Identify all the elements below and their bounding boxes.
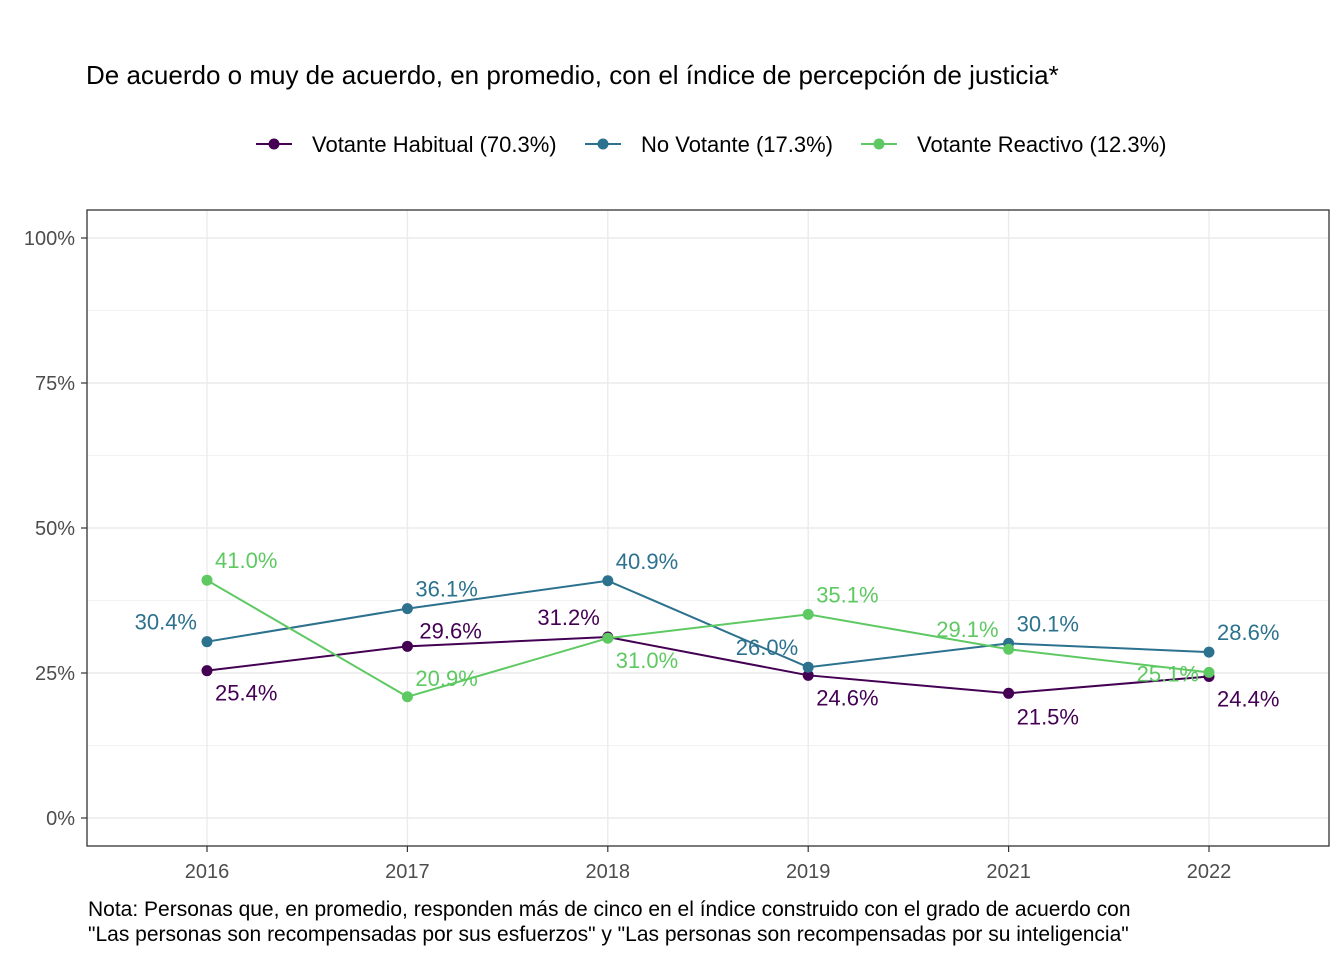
- caption-line-1: Nota: Personas que, en promedio, respond…: [88, 898, 1131, 921]
- y-tick-label: 75%: [35, 373, 75, 395]
- caption-line-2: "Las personas son recompensadas por sus …: [88, 923, 1129, 946]
- data-label: 29.6%: [419, 618, 481, 643]
- legend-label: Votante Habitual (70.3%): [312, 132, 557, 157]
- series-line: [206, 579, 1210, 698]
- data-label: 25.1%: [1137, 661, 1199, 686]
- chart-title: De acuerdo o muy de acuerdo, en promedio…: [86, 60, 1059, 90]
- x-tick-label: 2021: [986, 861, 1031, 883]
- y-tick-label: 100%: [24, 228, 75, 250]
- series-line: [206, 579, 1210, 669]
- data-point: [1003, 643, 1015, 655]
- x-tick-label: 2018: [586, 861, 631, 883]
- panel-border: [86, 209, 1330, 847]
- data-point: [401, 691, 413, 703]
- data-point: [401, 603, 413, 615]
- legend-key-point: [268, 138, 280, 150]
- data-label: 20.9%: [415, 666, 477, 691]
- data-point: [401, 640, 413, 652]
- data-point: [201, 636, 213, 648]
- data-point: [201, 665, 213, 677]
- legend-label: Votante Reactivo (12.3%): [917, 132, 1166, 157]
- data-label: 30.4%: [135, 610, 197, 635]
- data-point: [1003, 687, 1015, 699]
- legend-key-point: [873, 138, 885, 150]
- legend-label: No Votante (17.3%): [641, 132, 833, 157]
- data-label: 41.0%: [215, 548, 277, 573]
- data-label: 26.0%: [736, 635, 798, 660]
- data-point: [201, 574, 213, 586]
- y-tick-label: 25%: [35, 663, 75, 685]
- series-line: [206, 636, 1210, 695]
- data-point: [1203, 666, 1215, 678]
- data-point: [602, 632, 614, 644]
- data-point: [602, 575, 614, 587]
- data-label: 24.6%: [816, 685, 878, 710]
- x-tick-label: 2017: [385, 861, 430, 883]
- x-tick-label: 2016: [185, 861, 230, 883]
- legend-key-point: [597, 138, 609, 150]
- data-point: [802, 608, 814, 620]
- data-label: 31.2%: [537, 605, 599, 630]
- data-label: 28.6%: [1217, 620, 1279, 645]
- data-label: 36.1%: [415, 577, 477, 602]
- data-label: 21.5%: [1017, 704, 1079, 729]
- y-tick-label: 50%: [35, 518, 75, 540]
- data-label: 24.4%: [1217, 686, 1279, 711]
- data-label: 31.0%: [616, 648, 678, 673]
- y-tick-label: 0%: [46, 808, 75, 830]
- data-point: [1203, 646, 1215, 658]
- x-tick-label: 2019: [786, 861, 831, 883]
- data-label: 30.1%: [1017, 611, 1079, 636]
- plot-panel: 0% 25% 50% 75% 100% 2016 2017 2018 2019 2021 2022 2…: [24, 209, 1330, 883]
- data-label: 29.1%: [936, 617, 998, 642]
- data-label: 40.9%: [616, 549, 678, 574]
- x-tick-label: 2022: [1187, 861, 1232, 883]
- data-label: 25.4%: [215, 681, 277, 706]
- legend: Votante Habitual (70.3%) No Votante (17.3…: [256, 132, 1166, 157]
- data-point: [802, 669, 814, 681]
- data-point: [802, 661, 814, 673]
- data-label: 35.1%: [816, 582, 878, 607]
